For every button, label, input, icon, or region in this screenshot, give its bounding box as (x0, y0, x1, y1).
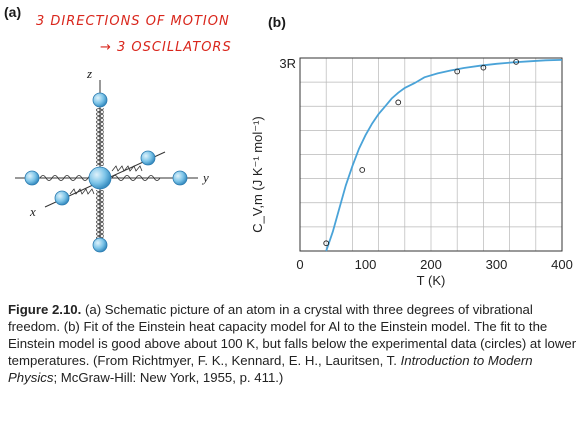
data-point (323, 240, 330, 247)
caption-text-part2: ; McGraw-Hill: New York, 1955, p. 411.) (53, 370, 284, 385)
experimental-points (323, 59, 520, 247)
data-point (395, 99, 402, 106)
x-axis-label: x (29, 204, 36, 219)
atom-oscillator-diagram: z y x (15, 66, 209, 253)
atom-front-ball (54, 190, 70, 206)
data-point (454, 68, 461, 75)
caption-text-part1: (a) Schematic picture of an atom in a cr… (8, 302, 577, 368)
x-tick-label: 200 (420, 257, 442, 272)
data-point (480, 64, 487, 71)
x-tick-label: 400 (551, 257, 573, 272)
heat-capacity-chart: 0 100 200 300 400 3R T (K) C_V,m (J K⁻¹ mol⁻… (250, 56, 573, 288)
y-axis-title: C_V,m (J K⁻¹ mol⁻¹) (250, 116, 265, 233)
annotation-oscillators: → 3 OSCILLATORS (100, 40, 232, 55)
atom-left-ball (24, 170, 40, 186)
data-point (513, 59, 520, 65)
x-tick-label: 300 (486, 257, 508, 272)
x-tick-label: 0 (296, 257, 303, 272)
x-axis-title: T (K) (417, 273, 446, 288)
x-tick-labels: 0 100 200 300 400 (296, 257, 572, 272)
panel-b-label: (b) (268, 14, 286, 30)
atom-center-ball (88, 166, 112, 190)
atom-bottom-ball (92, 237, 108, 253)
annotation-directions: 3 DIRECTIONS OF MOTION (36, 14, 230, 29)
z-axis-label: z (86, 66, 92, 81)
atom-back-ball (140, 150, 156, 166)
x-tick-label: 100 (355, 257, 377, 272)
chart-grid (300, 58, 562, 251)
caption-book-title: Introduction to Modern Physics (8, 353, 533, 385)
einstein-fit-curve (325, 59, 563, 252)
atom-top-ball (92, 92, 108, 108)
y-axis-label: y (201, 170, 209, 185)
figure-caption: Figure 2.10. (a) Schematic picture of an… (8, 301, 583, 386)
y-spring (39, 175, 161, 181)
panel-a-label: (a) (4, 4, 22, 20)
atom-right-ball (172, 170, 188, 186)
caption-figure-label: Figure 2.10. (8, 302, 82, 317)
y-max-label-3r: 3R (279, 56, 296, 71)
plot-frame (299, 57, 563, 252)
x-spring (69, 165, 143, 195)
data-point (359, 167, 366, 173)
z-spring (96, 108, 104, 240)
